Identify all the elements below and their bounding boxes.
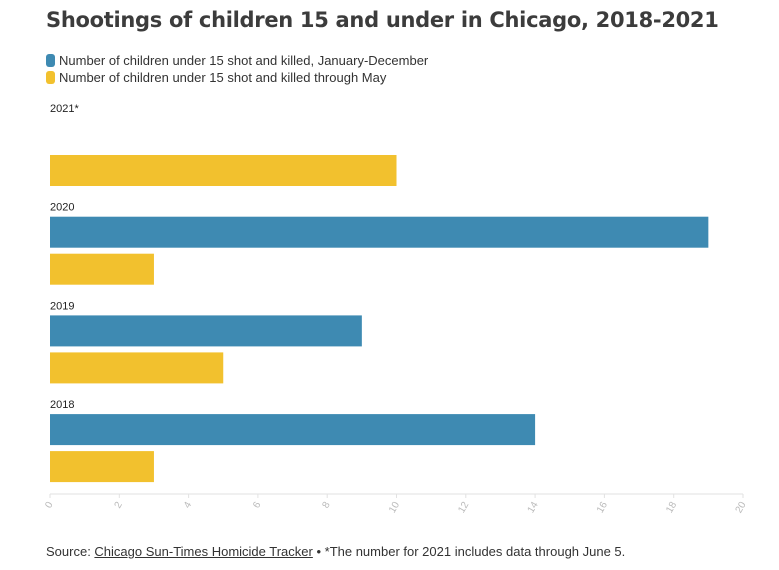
- bar-full-year: [50, 414, 536, 446]
- x-tick-label: 10: [387, 500, 402, 516]
- x-tick-label: 2: [113, 500, 126, 511]
- bar-through-may: [50, 155, 397, 186]
- x-tick-label: 14: [526, 500, 541, 516]
- bar-chart: 2021* 2020 2019 2018 0 2 4 6 8 10 12 14 16 18 20: [43, 103, 749, 516]
- x-tick-label: 8: [320, 500, 333, 511]
- legend: Number of children under 15 shot and kil…: [46, 52, 428, 86]
- x-tick-label: 18: [664, 500, 679, 516]
- bar-through-may: [50, 451, 154, 483]
- source-note: Source: Chicago Sun-Times Homicide Track…: [46, 544, 625, 559]
- source-prefix: Source:: [46, 544, 95, 559]
- x-tick-label: 6: [251, 500, 264, 511]
- source-link[interactable]: Chicago Sun-Times Homicide Tracker: [94, 544, 313, 559]
- bar-through-may: [50, 253, 154, 285]
- x-tick-label: 12: [456, 500, 471, 516]
- legend-item-through-may: Number of children under 15 shot and kil…: [46, 69, 428, 86]
- group-label: 2021*: [50, 103, 79, 115]
- x-tick-label: 4: [182, 500, 195, 511]
- legend-label-through-may: Number of children under 15 shot and kil…: [59, 70, 387, 85]
- legend-label-full-year: Number of children under 15 shot and kil…: [59, 53, 429, 68]
- bar-full-year: [50, 216, 709, 248]
- group-label: 2019: [50, 300, 74, 312]
- chart-title: Shootings of children 15 and under in Ch…: [46, 8, 719, 32]
- group-label: 2020: [50, 202, 74, 214]
- group-label: 2018: [50, 399, 74, 411]
- x-tick-label: 20: [734, 500, 749, 516]
- x-tick-label: 0: [43, 500, 56, 511]
- bar-through-may: [50, 352, 224, 384]
- x-axis: 0 2 4 6 8 10 12 14 16 18 20: [43, 493, 749, 516]
- bar-full-year: [50, 315, 362, 347]
- legend-item-full-year: Number of children under 15 shot and kil…: [46, 52, 428, 69]
- legend-swatch-full-year: [46, 54, 55, 67]
- legend-swatch-through-may: [46, 71, 55, 84]
- bars-layer: 2021* 2020 2019 2018: [50, 103, 709, 483]
- footnote: • *The number for 2021 includes data thr…: [312, 544, 626, 559]
- x-tick-label: 16: [595, 500, 610, 516]
